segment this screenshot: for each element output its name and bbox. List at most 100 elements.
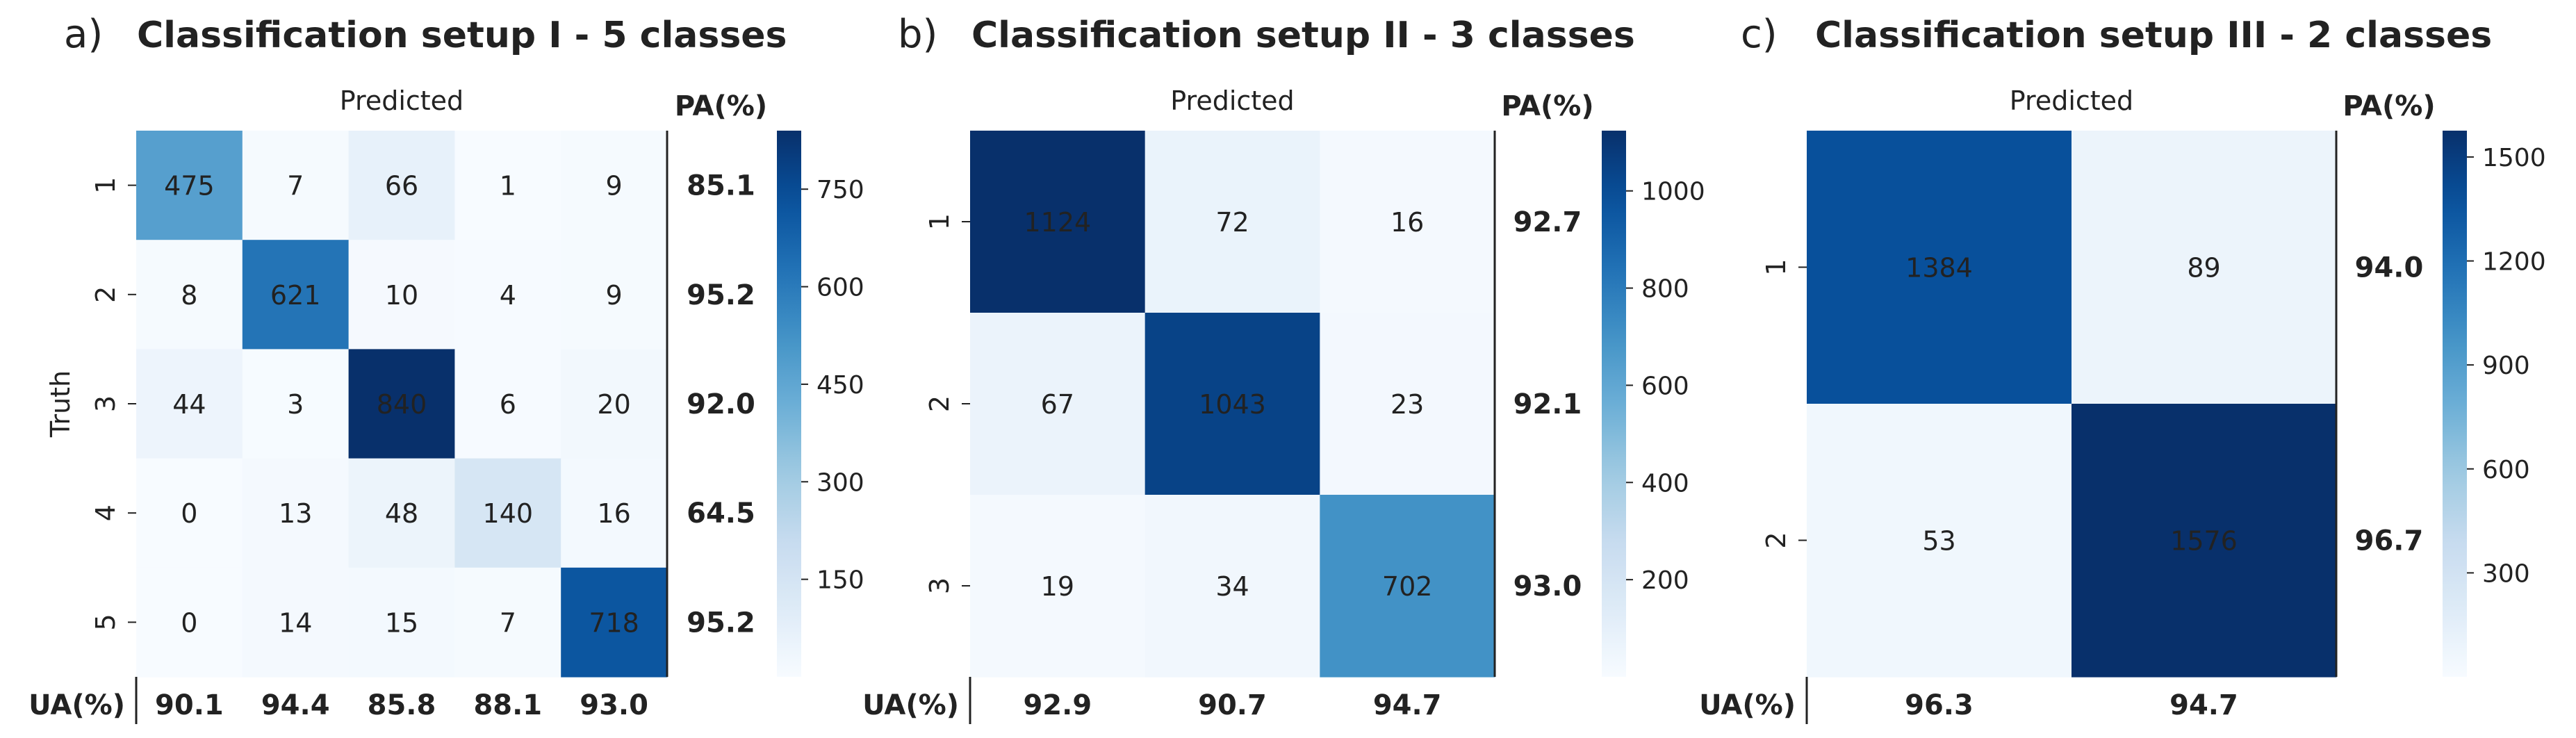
y-axis-label: Truth [45, 370, 76, 438]
cell-value: 1576 [2170, 526, 2238, 557]
cell-value: 1 [500, 171, 516, 202]
confusion-matrix-panel-2: b) Classification setup II - 3 classes Pre… [862, 12, 1705, 724]
heatmap-cell [1320, 313, 1495, 495]
cell-value: 89 [2187, 253, 2220, 284]
y-tick-label: 5 [90, 614, 121, 630]
heatmap-cell [242, 567, 350, 678]
heatmap-cell [454, 131, 561, 240]
ua-value: 94.4 [261, 689, 330, 721]
cell-value: 702 [1382, 571, 1433, 602]
heatmap-cell [242, 458, 350, 568]
heatmap-cell [348, 349, 455, 459]
colorbar-tick-label: 150 [817, 566, 864, 595]
y-tick-label: 4 [90, 505, 121, 521]
colorbar-tick-label: 750 [817, 176, 864, 204]
colorbar-tick-label: 1000 [1641, 178, 1705, 206]
cell-value: 72 [1215, 207, 1249, 238]
cell-value: 6 [500, 389, 516, 420]
cell-value: 0 [181, 498, 197, 529]
ua-value: 90.7 [1198, 689, 1267, 721]
cell-value: 16 [597, 498, 630, 529]
ua-value: 96.3 [1905, 689, 1974, 721]
pa-value: 94.0 [2355, 252, 2424, 284]
ua-value: 92.9 [1023, 689, 1092, 721]
confusion-matrix-panel-3: c) Classification setup III - 2 classes Pr… [1699, 12, 2546, 724]
ua-value: 90.1 [155, 689, 224, 721]
heatmap-cell [1320, 495, 1495, 678]
x-axis-label: Predicted [340, 85, 463, 116]
cell-value: 1043 [1199, 389, 1266, 420]
y-tick-label: 2 [1761, 532, 1791, 548]
confusion-matrix-panel-1: a) Classification setup I - 5 classes Pred… [28, 12, 864, 724]
y-tick-label: 1 [1761, 259, 1791, 275]
heatmap-cell [561, 567, 668, 678]
heatmap-cell [561, 458, 668, 568]
cell-value: 20 [597, 389, 630, 420]
colorbar-tick-label: 1500 [2482, 144, 2546, 172]
cell-value: 48 [385, 498, 418, 529]
ua-value: 88.1 [473, 689, 542, 721]
cell-value: 475 [164, 171, 215, 202]
panel-label: c) [1741, 12, 1778, 57]
panel-label: a) [64, 12, 103, 57]
heatmap-cell [2072, 131, 2337, 404]
cell-value: 8 [181, 280, 197, 311]
pa-value: 92.0 [687, 388, 755, 420]
x-axis-label: Predicted [1170, 85, 1294, 116]
ua-header: UA(%) [28, 689, 125, 721]
heatmap-cell [1807, 131, 2072, 404]
cell-value: 10 [385, 280, 418, 311]
heatmap-cell [348, 458, 455, 568]
pa-value: 93.0 [1513, 571, 1582, 602]
heatmap-cell [1145, 495, 1320, 678]
heatmap-cell [242, 240, 350, 350]
pa-header: PA(%) [675, 90, 767, 122]
colorbar-tick-label: 600 [2482, 456, 2530, 484]
heatmap-cell [242, 349, 350, 459]
ua-value: 94.7 [2169, 689, 2238, 721]
panel-title: Classification setup I - 5 classes [137, 15, 787, 56]
heatmap-cell [1145, 313, 1320, 495]
heatmap-cell [454, 349, 561, 459]
colorbar-tick-label: 300 [2482, 559, 2530, 588]
heatmap-cell [454, 240, 561, 350]
cell-value: 15 [385, 607, 418, 638]
cell-value: 9 [606, 171, 623, 202]
panel-title: Classification setup II - 3 classes [971, 15, 1635, 56]
pa-value: 95.2 [687, 607, 755, 639]
heatmap-cell [561, 240, 668, 350]
cell-value: 0 [181, 607, 197, 638]
y-tick-label: 1 [924, 213, 955, 230]
cell-value: 1124 [1024, 207, 1091, 238]
cell-value: 44 [172, 389, 206, 420]
cell-value: 53 [1922, 526, 1955, 557]
colorbar-tick-label: 600 [817, 274, 864, 302]
colorbar-tick-label: 200 [1641, 566, 1689, 595]
heatmap-cell [561, 349, 668, 459]
x-axis-label: Predicted [2010, 85, 2133, 116]
cell-value: 19 [1041, 571, 1074, 602]
cell-value: 140 [483, 498, 534, 529]
cell-value: 7 [500, 607, 516, 638]
y-tick-label: 3 [90, 395, 121, 412]
heatmap-cell [1320, 131, 1495, 313]
heatmap-cell [970, 495, 1146, 678]
heatmap-cell [136, 240, 243, 350]
heatmap-cell [136, 349, 243, 459]
cell-value: 718 [589, 607, 639, 638]
cell-value: 16 [1390, 207, 1424, 238]
heatmap-cell [2072, 404, 2337, 678]
ua-header: UA(%) [862, 689, 959, 721]
cell-value: 67 [1041, 389, 1074, 420]
heatmap-cell [136, 567, 243, 678]
colorbar-tick-label: 600 [1641, 372, 1689, 400]
cell-value: 9 [606, 280, 623, 311]
cell-value: 3 [287, 389, 304, 420]
cell-value: 840 [377, 389, 427, 420]
heatmap-cell [970, 131, 1146, 313]
pa-value: 64.5 [687, 498, 755, 530]
pa-value: 85.1 [687, 170, 755, 202]
ua-value: 94.7 [1373, 689, 1442, 721]
colorbar-tick-label: 400 [1641, 469, 1689, 498]
